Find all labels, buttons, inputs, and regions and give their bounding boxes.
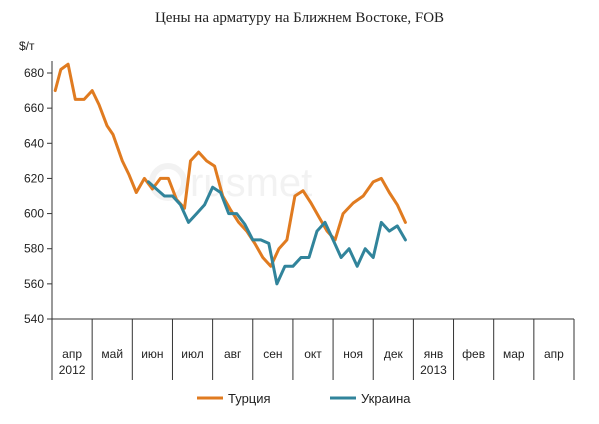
x-tick-label: янв	[424, 347, 444, 361]
legend-label: Турция	[228, 391, 271, 406]
y-tick-label: 600	[24, 207, 44, 221]
legend: Турция Украина	[197, 391, 411, 406]
x-tick-label: окт	[304, 347, 322, 361]
x-year-label: 2013	[420, 363, 447, 377]
y-tick-label: 620	[24, 171, 44, 185]
x-tick-label: ноя	[343, 347, 363, 361]
chart-title: Цены на арматуру на Ближнем Востоке, FOB	[154, 10, 445, 26]
y-tick-label: 640	[24, 136, 44, 150]
x-tick-label: авг	[224, 347, 242, 361]
legend-label: Украина	[361, 391, 411, 406]
y-tick-label: 560	[24, 277, 44, 291]
y-tick-label: 660	[24, 101, 44, 115]
watermark-logo: rusmet	[149, 161, 312, 205]
y-axis-ticks: 540 560 580 600 620 640 660 680	[24, 66, 52, 326]
axes	[51, 61, 575, 380]
y-tick-label: 680	[24, 66, 44, 80]
series-line-ukraine	[146, 180, 407, 286]
svg-text:rusmet: rusmet	[190, 161, 312, 205]
y-tick-label: 580	[24, 242, 44, 256]
x-axis-ticks: апр май июн июл авг сен окт ноя дек янв фев мар апр 2…	[59, 319, 564, 380]
x-tick-label: апр	[62, 347, 82, 361]
y-tick-label: 540	[24, 312, 44, 326]
x-tick-label: июл	[181, 347, 203, 361]
x-tick-label: июн	[141, 347, 163, 361]
x-tick-label: сен	[263, 347, 282, 361]
x-tick-label: дек	[384, 347, 404, 361]
x-tick-label: апр	[544, 347, 564, 361]
x-tick-label: май	[101, 347, 123, 361]
y-axis-label: $/т	[19, 39, 35, 53]
x-year-label: 2012	[59, 363, 86, 377]
x-tick-label: фев	[462, 347, 485, 361]
series-lines	[53, 62, 407, 286]
x-tick-label: мар	[503, 347, 525, 361]
